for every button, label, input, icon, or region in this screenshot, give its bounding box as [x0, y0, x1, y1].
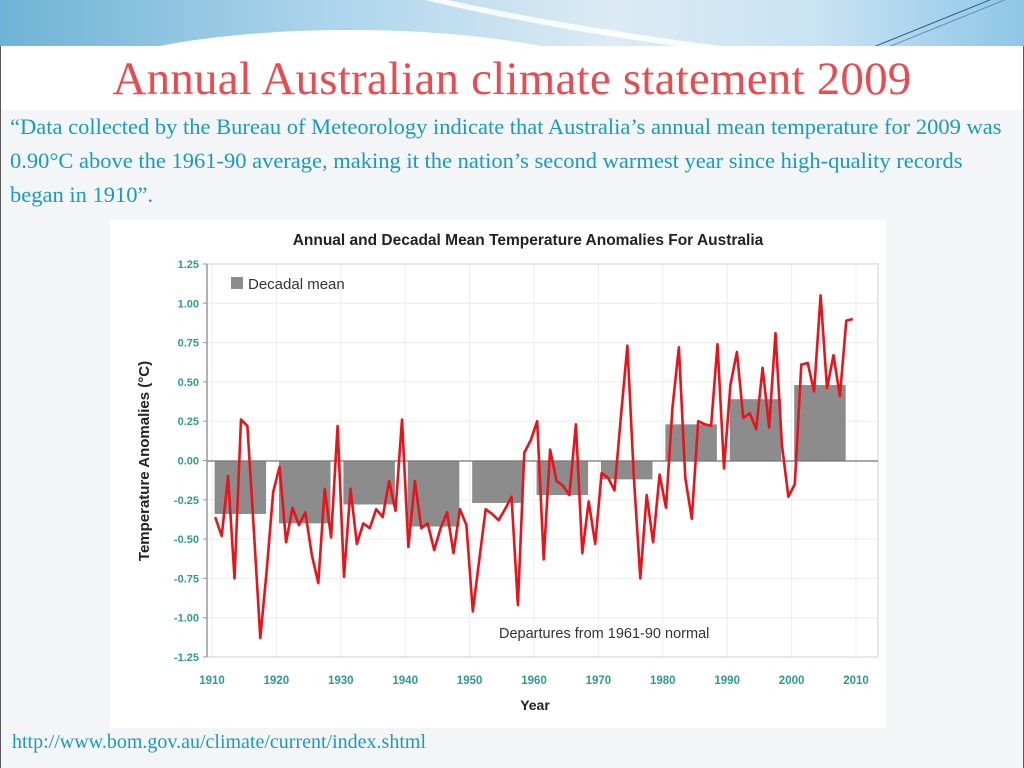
y-tick-label: 0.50: [178, 377, 199, 389]
y-tick-label: -1.25: [174, 652, 199, 664]
temperature-anomaly-chart: Annual and Decadal Mean Temperature Anom…: [136, 232, 879, 713]
x-tick-label: 1990: [714, 675, 740, 687]
y-tick-label: 1.25: [178, 259, 199, 271]
legend-label: Decadal mean: [248, 276, 345, 293]
slide-title: Annual Australian climate statement 2009: [112, 53, 912, 105]
x-axis-label: Year: [520, 697, 550, 713]
x-tick-label: 1980: [650, 675, 676, 687]
y-tick-label: -0.25: [174, 495, 199, 507]
chart-annotation: Departures from 1961-90 normal: [499, 626, 709, 642]
source-link[interactable]: http://www.bom.gov.au/climate/current/in…: [12, 731, 426, 753]
x-axis-ticks: 1910 1920 1930 1940 1950 1960 1970 1980 1990 2000…: [199, 675, 869, 687]
x-tick-label: 1970: [586, 675, 612, 687]
decadal-bar: [214, 460, 267, 514]
x-tick-label: 2010: [843, 675, 869, 687]
y-tick-label: -1.00: [174, 613, 199, 625]
y-axis-label: Temperature Anomalies (°C): [136, 361, 153, 561]
decadal-bar: [600, 460, 653, 480]
y-tick-label: 0.75: [178, 338, 199, 350]
y-axis-ticks: 1.25 1.00 0.75 0.50 0.25 0.00 -0.25 -0.50 -0.75 -…: [174, 259, 207, 664]
y-tick-label: -0.75: [174, 573, 199, 585]
y-tick-label: 0.25: [178, 416, 199, 428]
chart-title: Annual and Decadal Mean Temperature Anom…: [293, 232, 764, 249]
y-tick-label: 0.00: [178, 456, 199, 468]
chart-container: Annual and Decadal Mean Temperature Anom…: [110, 220, 886, 728]
x-tick-label: 1930: [328, 675, 354, 687]
decadal-bars: [214, 385, 846, 527]
x-tick-label: 1950: [457, 675, 483, 687]
y-tick-label: -0.50: [174, 534, 199, 546]
x-tick-label: 1940: [392, 675, 418, 687]
y-tick-label: 1.00: [178, 298, 199, 310]
decadal-bar: [665, 424, 717, 461]
slide-frame-left: [0, 46, 1, 768]
header-banner: [0, 0, 1024, 46]
x-tick-label: 2000: [779, 675, 805, 687]
decadal-bar: [794, 385, 846, 461]
x-tick-label: 1920: [264, 675, 290, 687]
banner-wave: [70, 30, 630, 46]
x-tick-label: 1960: [521, 675, 547, 687]
x-tick-label: 1910: [199, 675, 225, 687]
quote-text: “Data collected by the Bureau of Meteoro…: [10, 114, 1002, 207]
decadal-bar: [472, 460, 524, 503]
legend-swatch: [231, 277, 243, 289]
annual-anomaly-line: [213, 294, 854, 640]
